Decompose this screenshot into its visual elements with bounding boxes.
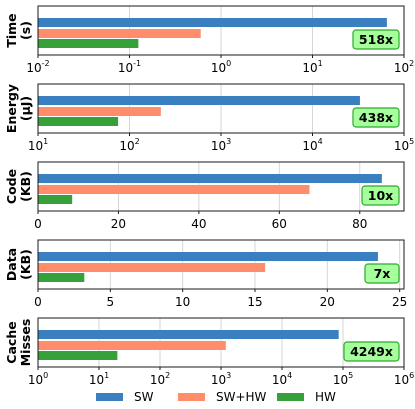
tick-label: 102: [119, 137, 139, 153]
axis-label: Code(KB): [4, 169, 33, 204]
tick-label: 10-1: [118, 59, 141, 75]
speedup-badge-text: 4249x: [350, 344, 393, 359]
tick-label: 10-2: [26, 59, 49, 75]
bar-sw: [38, 252, 378, 261]
tick-label: 101: [28, 137, 48, 153]
tick-label: 103: [211, 371, 231, 387]
tick-label: 100: [28, 371, 48, 387]
speedup-badge: [343, 341, 400, 362]
speedup-badge: [361, 185, 400, 206]
bar-sw-hw: [38, 29, 201, 38]
axis-label: Data(KB): [4, 248, 33, 281]
panel-frame: [37, 161, 405, 212]
axis-label: Energy(μJ): [4, 84, 33, 133]
bar-sw-hw: [38, 107, 161, 116]
panel-3: 0 20 40 60 80 Code(KB) 10x: [4, 161, 405, 231]
speedup-badge: [364, 263, 400, 284]
panel-2: 101 102 103 104 105 Energy(μJ) 438x: [4, 83, 414, 153]
legend-item-hw: HW: [277, 390, 336, 404]
legend-item-sw: SW: [96, 390, 154, 404]
bar-sw: [38, 96, 360, 105]
bar-hw: [38, 117, 119, 126]
tick-label: 101: [302, 59, 322, 75]
legend-item-sw-hw: SW+HW: [178, 390, 267, 404]
tick-label: 80: [352, 217, 367, 231]
speedup-badge: [352, 29, 400, 50]
tick-label: 10: [175, 295, 190, 309]
panel-5: 100 101 102 103 104 105 106 CacheMisses 4249x: [4, 317, 414, 387]
bar-sw: [38, 330, 339, 339]
bar-hw: [38, 351, 118, 360]
legend-label: SW+HW: [216, 390, 267, 404]
tick-label: 104: [272, 371, 292, 387]
legend-label: HW: [315, 390, 336, 404]
tick-label: 0: [34, 217, 42, 231]
tick-label: 100: [211, 59, 231, 75]
bar-sw: [38, 174, 382, 183]
speedup-badge-text: 518x: [359, 32, 393, 47]
bar-sw-hw: [38, 185, 310, 194]
bar-hw: [38, 195, 73, 204]
legend-swatch: [178, 393, 205, 401]
bar-sw-hw: [38, 263, 266, 272]
tick-label: 40: [191, 217, 206, 231]
panel-frame: [37, 239, 405, 290]
bar-hw: [38, 39, 139, 48]
bar-hw: [38, 273, 85, 282]
bar-sw: [38, 18, 387, 27]
panel-4: 0 5 10 15 20 25 Data(KB) 7x: [4, 239, 407, 309]
axis-label: Time(s): [4, 13, 33, 47]
tick-label: 0: [34, 295, 42, 309]
tick-label: 101: [89, 371, 109, 387]
tick-label: 25: [392, 295, 407, 309]
tick-label: 102: [150, 371, 170, 387]
axis-label: CacheMisses: [4, 319, 33, 367]
tick-label: 105: [333, 371, 353, 387]
speedup-badge-text: 7x: [374, 266, 391, 281]
bar-sw-hw: [38, 341, 226, 350]
tick-label: 15: [247, 295, 262, 309]
tick-label: 105: [394, 137, 414, 153]
legend-swatch: [96, 393, 123, 401]
panel-1: 10-2 10-1 100 101 102 Time(s) 518x: [4, 5, 414, 75]
legend-label: SW: [134, 390, 154, 404]
tick-label: 5: [107, 295, 115, 309]
legend-swatch: [277, 393, 304, 401]
speedup-badge: [352, 107, 400, 128]
chart-legend: SW SW+HW HW: [96, 390, 336, 404]
tick-label: 20: [320, 295, 335, 309]
tick-label: 103: [211, 137, 231, 153]
speedup-badge-text: 10x: [368, 188, 393, 203]
tick-label: 20: [111, 217, 126, 231]
tick-label: 106: [394, 371, 414, 387]
speedup-badge-text: 438x: [359, 110, 393, 125]
tick-label: 102: [394, 59, 414, 75]
tick-label: 104: [302, 137, 322, 153]
tick-label: 60: [272, 217, 287, 231]
